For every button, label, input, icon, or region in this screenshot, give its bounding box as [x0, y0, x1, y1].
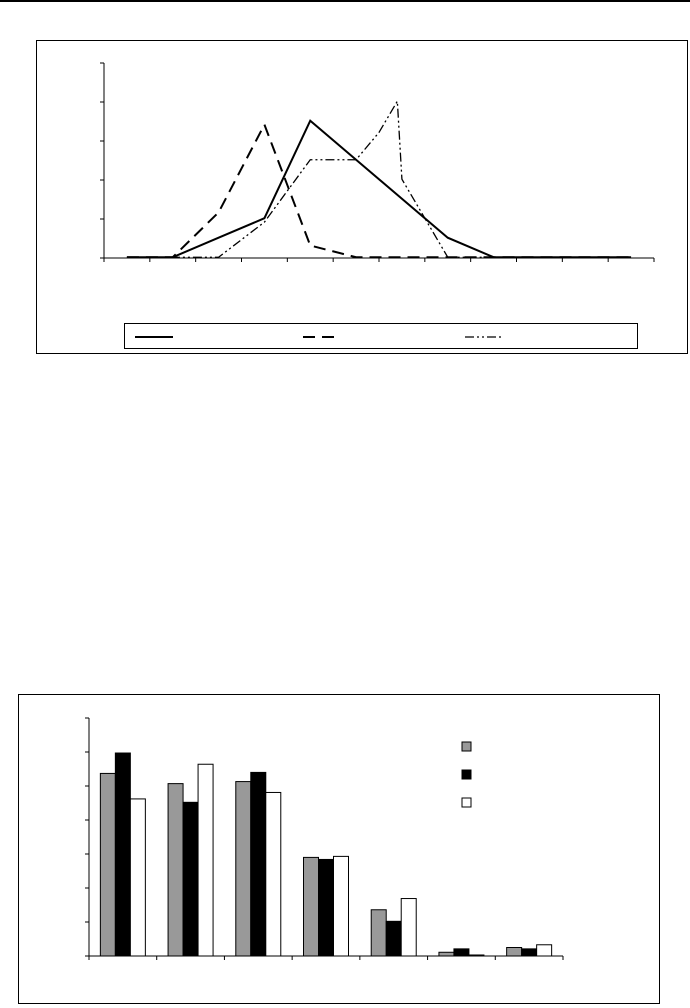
line-chart-legend-keys [135, 336, 503, 338]
bar-chart-frame [18, 694, 660, 1004]
bar-series-1 [99, 772, 116, 957]
bar-series-2 [318, 858, 334, 957]
bar-series-1 [370, 909, 387, 957]
bar-series-3 [197, 763, 214, 957]
bar-series-2 [182, 801, 199, 957]
bar-series-3 [400, 898, 417, 957]
series-line-2 [126, 122, 632, 259]
series-line-3 [126, 99, 632, 258]
bar-series-3 [468, 954, 485, 957]
line-chart [100, 62, 655, 262]
bar-chart [85, 717, 564, 960]
bar-series-1 [167, 783, 184, 957]
legend-key-2 [461, 769, 472, 780]
bar-series-1 [506, 947, 523, 957]
legend-key-3 [461, 797, 472, 808]
bar-series-3 [129, 798, 146, 957]
bar-series-3 [333, 855, 349, 957]
bar-series-1 [438, 951, 455, 957]
bar-series-3 [265, 791, 282, 957]
line-chart-frame [36, 40, 688, 354]
legend-key-1 [461, 741, 472, 752]
page-top-rule [0, 0, 690, 2]
bar-series-2 [250, 771, 267, 957]
series-line-1 [126, 119, 632, 259]
bar-series-2 [385, 920, 402, 957]
bar-series-1 [303, 856, 319, 957]
bar-series-1 [235, 781, 252, 957]
bar-series-3 [536, 944, 553, 957]
line-chart-legend [124, 323, 638, 349]
bar-series-2 [521, 948, 538, 957]
bar-series-2 [114, 752, 131, 957]
bar-series-2 [453, 948, 470, 957]
